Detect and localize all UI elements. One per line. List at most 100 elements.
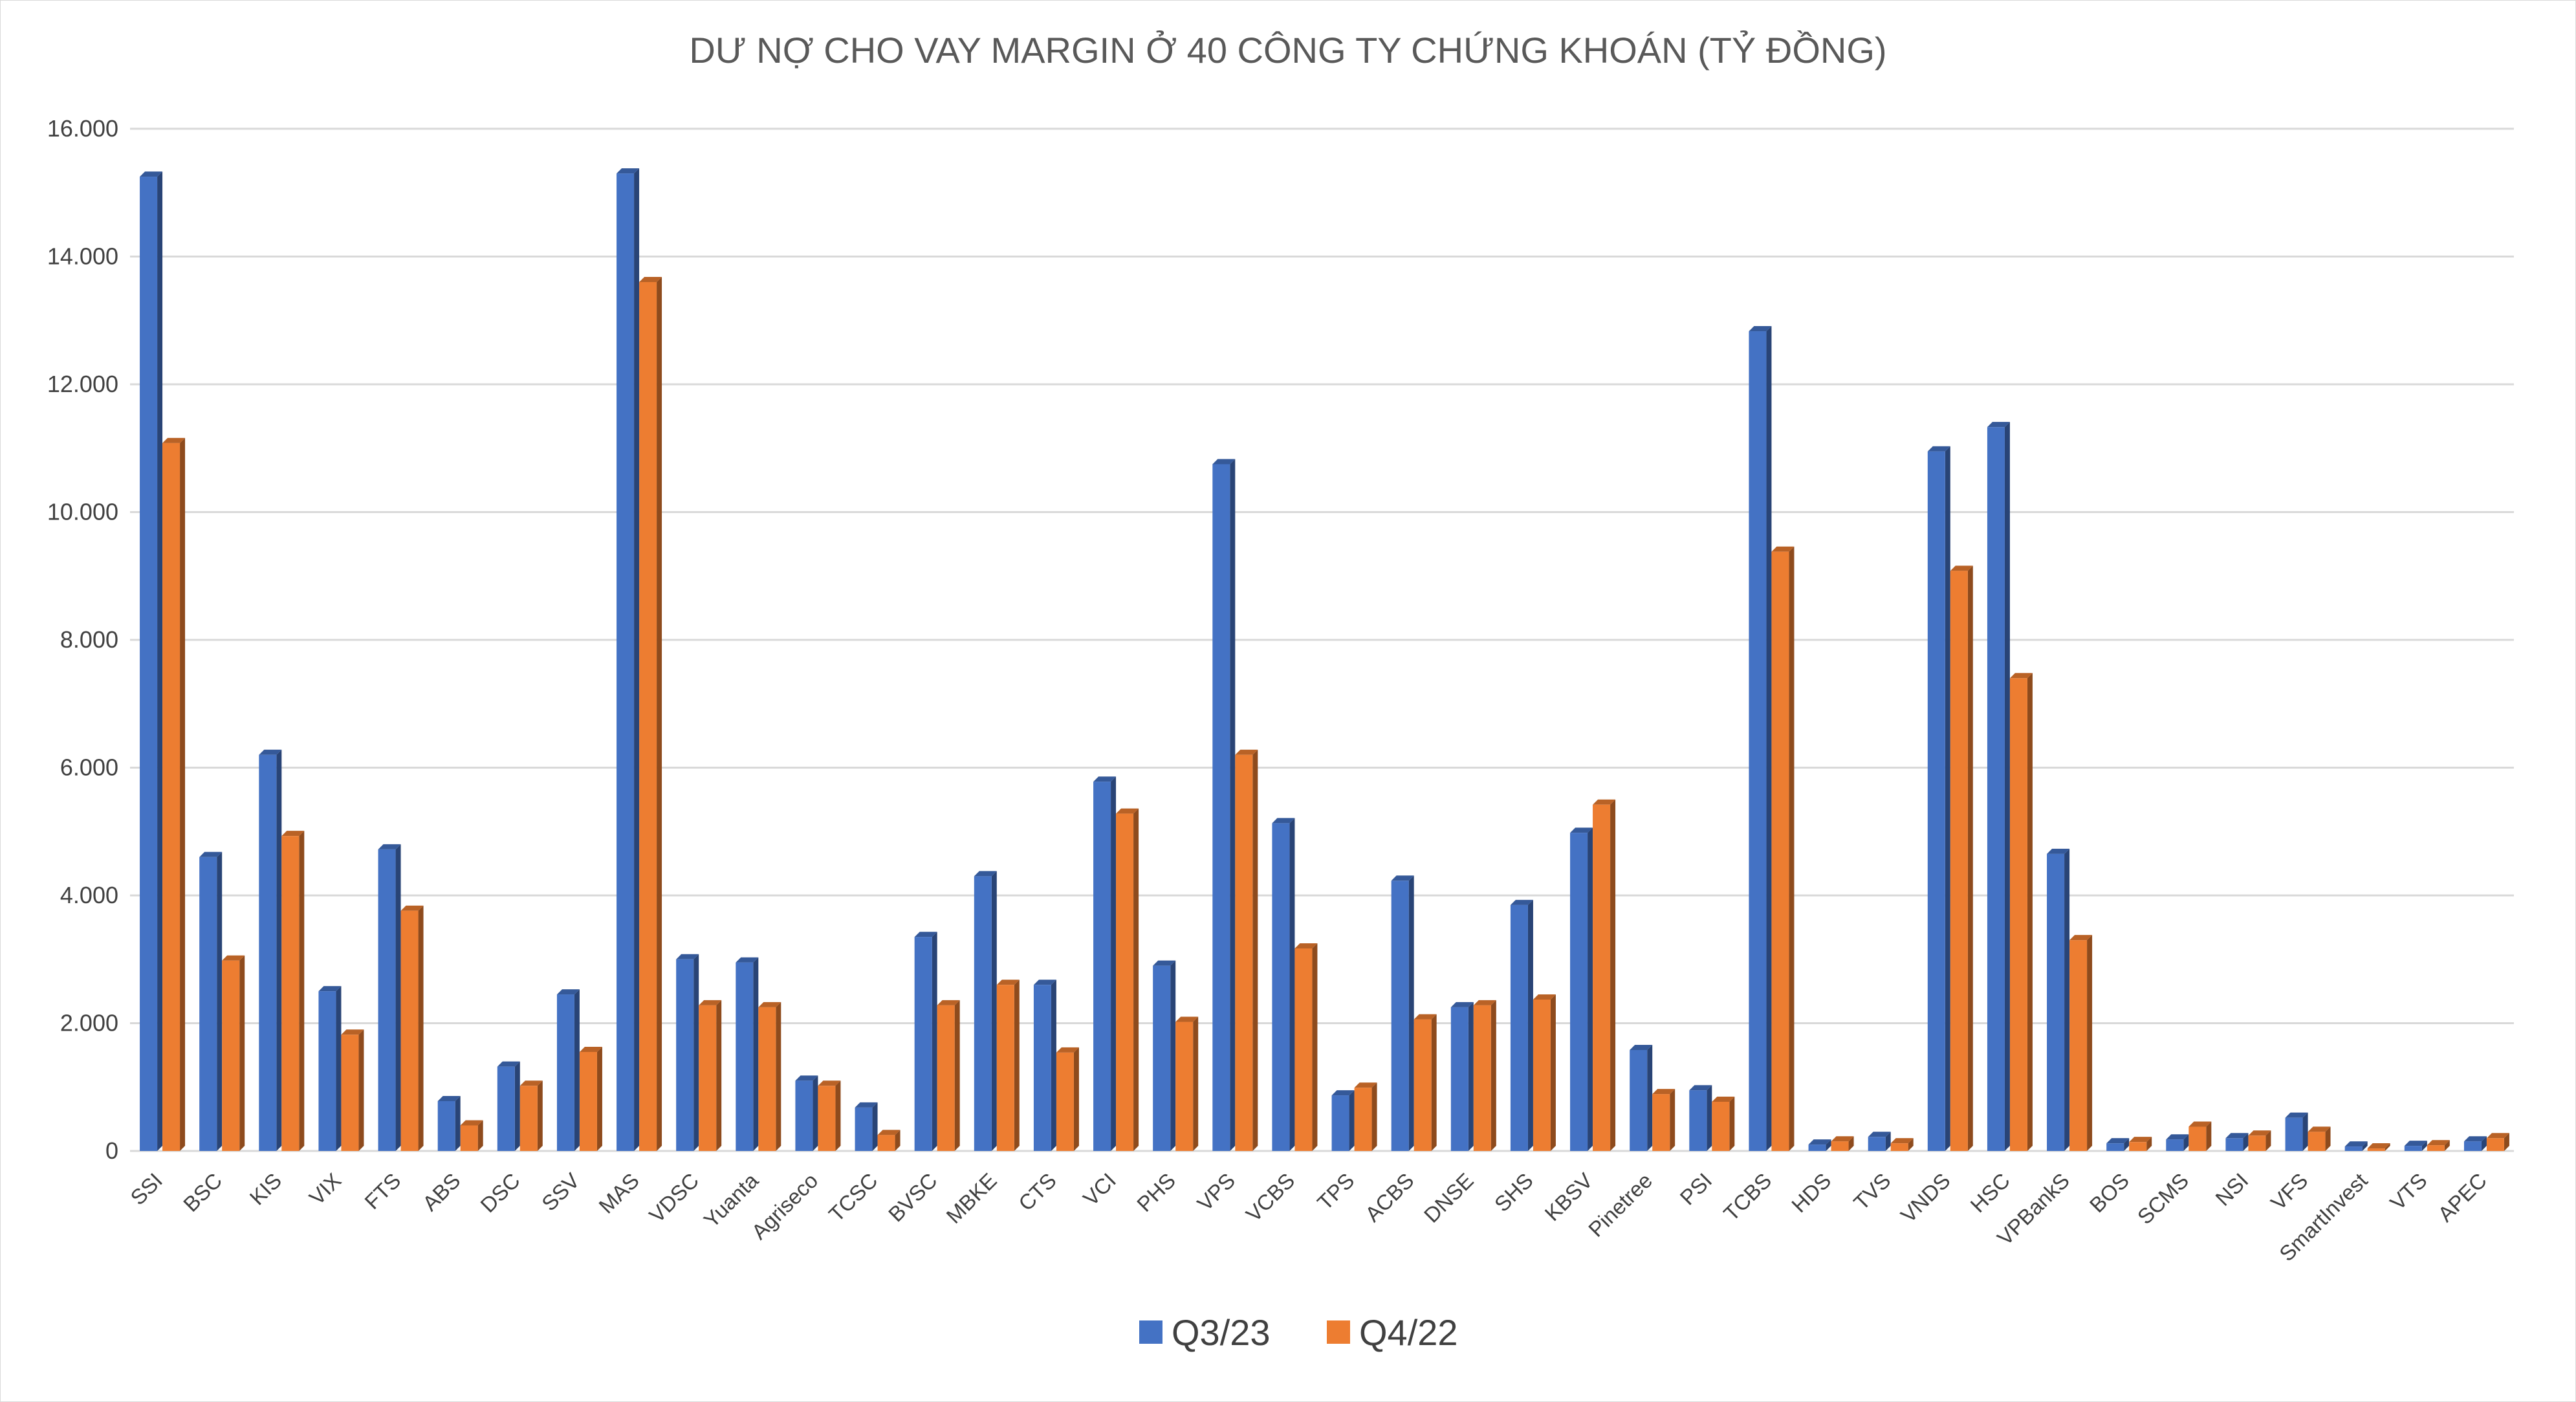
x-tick-label: VCI <box>1078 1168 1120 1210</box>
bar-front <box>1272 823 1290 1151</box>
bar-side <box>2146 1137 2152 1151</box>
bar-top <box>2225 1133 2249 1139</box>
bar-top <box>1712 1096 1735 1102</box>
bar-top <box>1175 1016 1199 1022</box>
bar-side <box>157 171 163 1151</box>
bar-q3-23-tcbs <box>1749 326 1772 1152</box>
bar-side <box>693 954 699 1151</box>
bar-side <box>1133 808 1139 1151</box>
bar-top <box>2427 1140 2450 1146</box>
bar-top <box>2344 1141 2368 1147</box>
bar-q4-22-shs <box>1533 994 1556 1151</box>
bar-q4-22-hds <box>1831 1136 1854 1151</box>
bar-front <box>556 994 574 1151</box>
bar-top <box>617 168 640 174</box>
bar-side <box>1647 1044 1653 1151</box>
bar-q4-22-vci <box>1116 808 1139 1151</box>
bar-side <box>1073 1047 1079 1151</box>
bar-side <box>1527 899 1533 1151</box>
bar-front <box>1354 1088 1372 1151</box>
bar-side <box>753 957 759 1151</box>
bar-side <box>1051 980 1056 1151</box>
bar-side <box>2124 1138 2130 1151</box>
bar-q4-22-vnds <box>1950 565 1973 1151</box>
bar-top <box>378 844 401 849</box>
bar-side <box>2302 1112 2308 1151</box>
bar-front <box>1630 1049 1648 1151</box>
bar-side <box>1111 776 1117 1151</box>
bar-top <box>318 986 342 992</box>
bar-front <box>914 937 932 1151</box>
bar-front <box>877 1135 895 1151</box>
y-tick-label: 4.000 <box>60 882 118 908</box>
bar-top <box>2106 1138 2130 1144</box>
legend-item-q3-23: Q3/23 <box>1139 1312 1271 1353</box>
bar-side <box>776 1002 781 1151</box>
bar-front <box>1175 1022 1194 1151</box>
x-tick-label: TVS <box>1849 1168 1895 1215</box>
bar-top <box>1391 875 1414 881</box>
x-tick-label: Agriseco <box>747 1168 822 1244</box>
y-tick-label: 6.000 <box>60 754 118 781</box>
bar-top <box>699 1000 722 1005</box>
x-tick-label: VNDS <box>1896 1168 1955 1227</box>
bar-top <box>914 932 937 937</box>
bar-q3-23-vpbanks <box>2047 848 2070 1151</box>
bar-front <box>818 1086 836 1151</box>
legend: Q3/23 Q4/22 <box>1139 1312 1458 1353</box>
bar-front <box>519 1086 538 1151</box>
bar-top <box>2047 848 2070 854</box>
legend-swatch <box>1139 1320 1162 1344</box>
bar-side <box>1170 960 1176 1151</box>
bar-front <box>400 910 419 1151</box>
bar-q4-22-vps <box>1235 749 1258 1151</box>
bar-front <box>2285 1117 2303 1151</box>
bar-side <box>932 932 937 1151</box>
bar-q4-22-hsc <box>2009 673 2033 1151</box>
bar-top <box>2189 1121 2212 1127</box>
bar-front <box>617 173 635 1151</box>
bar-q4-22-vix <box>341 1029 364 1151</box>
bar-side <box>2504 1133 2509 1151</box>
bar-front <box>1093 782 1111 1151</box>
bar-front <box>2106 1143 2124 1151</box>
bar-q3-23-bos <box>2106 1138 2130 1151</box>
bar-front <box>2404 1146 2422 1151</box>
legend-swatch <box>1327 1320 1350 1344</box>
bar-q4-22-tcbs <box>1771 546 1795 1151</box>
legend-label: Q4/22 <box>1359 1312 1458 1353</box>
x-tick-label: SSV <box>537 1168 584 1216</box>
bar-side <box>657 277 662 1151</box>
y-tick-label: 0 <box>105 1137 118 1164</box>
bar-top <box>758 1002 781 1007</box>
bar-q4-22-dsc <box>519 1080 543 1151</box>
bar-top <box>1354 1082 1377 1088</box>
bar-q3-23-vps <box>1212 459 1236 1151</box>
bar-side <box>477 1120 483 1151</box>
bar-q4-22-bvsc <box>937 1000 960 1151</box>
bar-front <box>2486 1138 2504 1151</box>
bar-side <box>2362 1141 2368 1151</box>
bar-q3-23-kis <box>259 749 282 1151</box>
y-tick-label: 14.000 <box>47 243 118 270</box>
bar-front <box>1890 1143 1908 1151</box>
bar-q4-22-smartinvest <box>2367 1143 2390 1151</box>
bar-side <box>1945 446 1950 1151</box>
bar-side <box>1588 827 1593 1151</box>
bar-front <box>699 1005 717 1151</box>
bar-side <box>1193 1016 1199 1151</box>
bar-q3-23-kbsv <box>1570 827 1593 1151</box>
x-tick-label: DNSE <box>1419 1168 1478 1227</box>
bar-side <box>1312 943 1318 1151</box>
bar-front <box>1450 1007 1468 1151</box>
bar-side <box>217 851 223 1151</box>
bar-top <box>1950 565 1973 571</box>
bar-front <box>497 1066 515 1151</box>
bar-top <box>2166 1134 2189 1140</box>
bar-side <box>537 1080 543 1151</box>
bar-q4-22-ssv <box>579 1046 602 1151</box>
bar-front <box>2166 1139 2184 1151</box>
bar-top <box>2486 1133 2509 1139</box>
bar-q4-22-vfs <box>2308 1126 2331 1151</box>
